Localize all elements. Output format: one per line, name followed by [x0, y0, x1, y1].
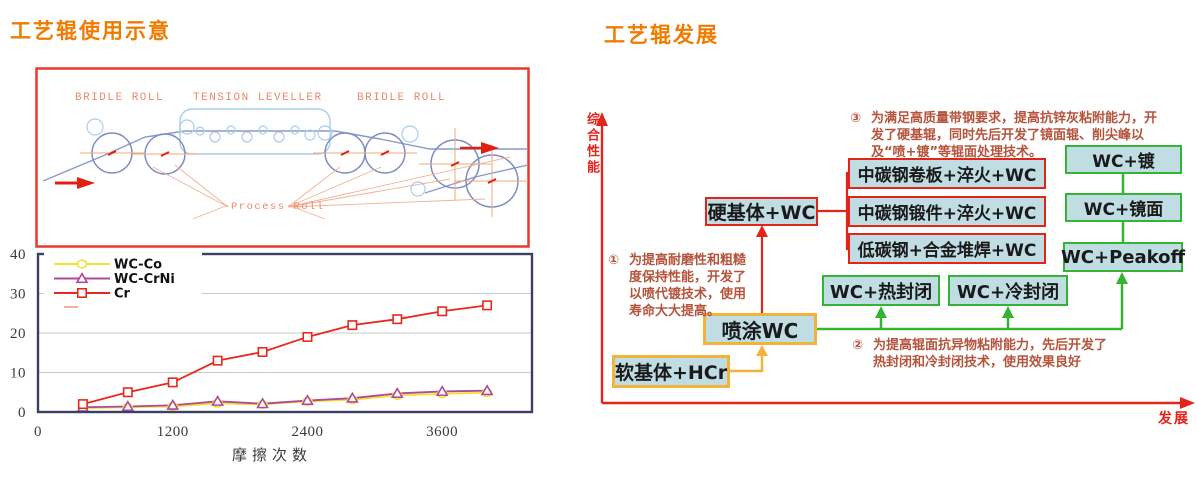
strip-direction-arrow-left: [55, 177, 95, 189]
svg-text:0: 0: [34, 424, 42, 440]
left-panel-title: 工艺辊使用示意: [10, 19, 171, 43]
note-3: ③ 为满足高质量带钢要求，提高抗锌灰粘附能力，开发了硬基辊，同时先后开发了镜面辊…: [850, 110, 1163, 161]
schematic-border: [35, 67, 530, 248]
svg-text:40: 40: [10, 247, 26, 263]
note-2-text: 为提高辊面抗异物粘附能力，先后开发了热封闭和冷封闭技术，使用效果良好: [873, 338, 1108, 371]
flow-box-wc-cold-seal: WC+冷封闭: [948, 275, 1068, 306]
connector-spray-to-sealing: [817, 272, 1128, 331]
svg-text:30: 30: [10, 287, 26, 303]
x-axis-label: 发展: [1158, 411, 1190, 427]
svg-text:WC-Co: WC-Co: [114, 258, 162, 273]
svg-text:20: 20: [10, 326, 26, 342]
svg-text:2400: 2400: [291, 424, 323, 440]
svg-text:Cr: Cr: [114, 287, 131, 302]
roll-center-marks: [107, 150, 497, 184]
flow-box-low-carbon-overlay: 低碳钢+合金堆焊+WC: [848, 233, 1046, 264]
note-1-number: ①: [608, 253, 620, 268]
svg-text:1200: 1200: [157, 424, 189, 440]
development-flow-connectors: [596, 112, 1195, 409]
note-2-number: ②: [852, 338, 864, 353]
leveller-housing: [179, 108, 331, 155]
flow-box-wc-plating: WC+镀: [1065, 145, 1182, 174]
tension-leveller-label: TENSION LEVELLER: [193, 92, 323, 104]
y-axis-arrowhead: [596, 112, 608, 126]
y-axis: [596, 112, 608, 403]
connector-spray-to-hard: [756, 225, 768, 313]
flow-box-hard-base-wc: 硬基体+WC: [705, 197, 818, 226]
flow-box-soft-base-hcr: 软基体+HCr: [612, 355, 730, 388]
leveller-rollers: [179, 119, 333, 143]
svg-text:10: 10: [10, 366, 26, 382]
note-2: ② 为提高辊面抗异物粘附能力，先后开发了热封闭和冷封闭技术，使用效果良好: [852, 337, 1108, 371]
y-axis-label: 综合性能: [584, 112, 599, 176]
note-3-number: ③: [850, 111, 862, 126]
bridle-roll-left-label: BRIDLE ROLL: [75, 92, 164, 104]
strip-line: [42, 130, 528, 182]
bridle-roll-right-label: BRIDLE ROLL: [357, 92, 446, 104]
process-line-schematic: BRIDLE ROLL TENSION LEVELLER BRIDLE ROLL…: [35, 67, 530, 248]
svg-text:0: 0: [18, 405, 26, 421]
flow-box-wc-peakoff: WC+Peakoff: [1061, 242, 1185, 272]
strip-direction-arrow-right: [460, 142, 499, 154]
flow-box-spray-wc: 喷涂WC: [703, 313, 817, 345]
right-panel-title: 工艺辊发展: [604, 23, 719, 47]
flow-box-mid-carbon-forging: 中碳钢锻件+淬火+WC: [848, 196, 1046, 227]
svg-text:摩擦次数: 摩擦次数: [232, 446, 312, 464]
note-1: ① 为提高耐磨性和粗糙度保持性能，开发了以喷代镀技术，使用寿命大大提高。: [608, 252, 751, 321]
note-3-text: 为满足高质量带钢要求，提高抗锌灰粘附能力，开发了硬基辊，同时先后开发了镜面辊、削…: [871, 111, 1158, 161]
connector-soft-to-spray: [730, 345, 768, 373]
flow-box-wc-hot-seal: WC+热封闭: [822, 275, 940, 306]
note-1-text: 为提高耐磨性和粗糙度保持性能，开发了以喷代镀技术，使用寿命大大提高。: [629, 253, 747, 320]
svg-text:3600: 3600: [426, 424, 458, 440]
svg-text:WC-CrNi: WC-CrNi: [114, 272, 175, 287]
process-roll-label: Process Roll: [231, 201, 325, 213]
idler-circles: [86, 118, 426, 197]
x-axis-arrowhead: [1180, 397, 1195, 409]
flow-box-mid-carbon-coil: 中碳钢卷板+淬火+WC: [848, 158, 1046, 189]
connector-hard-to-substrates: [818, 171, 850, 251]
leader-lines: [152, 156, 511, 220]
x-axis: [602, 397, 1195, 409]
flow-box-wc-mirror: WC+镜面: [1065, 193, 1182, 222]
